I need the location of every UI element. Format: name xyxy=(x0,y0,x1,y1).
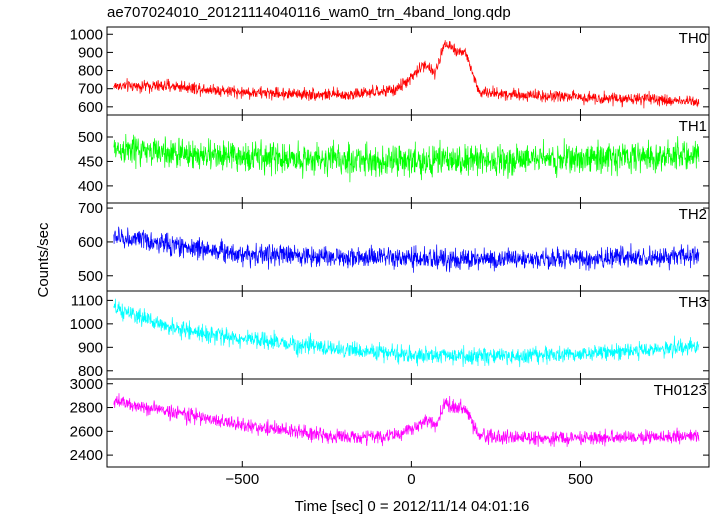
panel-frame xyxy=(106,26,710,116)
y-tick-label: 900 xyxy=(78,339,103,356)
x-tick-label: −500 xyxy=(225,471,259,488)
panel-th0123: 2400 2600 2800 3000 TH0123 xyxy=(70,376,710,468)
panel-label: TH0 xyxy=(679,30,707,47)
y-tick-label: 600 xyxy=(78,99,103,116)
x-axis-label: Time [sec] 0 = 2012/11/14 04:01:16 xyxy=(295,498,530,515)
y-tick-label: 2600 xyxy=(70,423,103,440)
y-tick-label: 700 xyxy=(78,81,103,98)
y-tick-label: 700 xyxy=(78,200,103,217)
y-tick-label: 1000 xyxy=(70,26,103,43)
y-tick-label: 1100 xyxy=(71,292,103,309)
x-axis: −500 0 500 xyxy=(225,471,593,488)
panel-th2: 500 600 700 TH2 xyxy=(78,200,710,292)
panel-label: TH1 xyxy=(679,118,707,135)
panel-th3: 800 900 1000 1100 TH3 xyxy=(70,290,710,380)
y-tick-label: 500 xyxy=(78,129,103,146)
y-tick-label: 450 xyxy=(78,153,103,170)
series-th2 xyxy=(113,226,700,273)
y-tick-label: 2400 xyxy=(70,447,103,464)
panel-label: TH3 xyxy=(679,294,707,311)
panel-frame xyxy=(106,378,710,468)
y-tick-label: 400 xyxy=(78,178,103,195)
panel-label: TH0123 xyxy=(654,382,707,399)
y-tick-label: 900 xyxy=(78,44,103,61)
series-th3 xyxy=(113,298,700,368)
chart-title: ae707024010_20121114040116_wam0_trn_4ban… xyxy=(107,4,511,21)
panel-label: TH2 xyxy=(679,206,707,223)
y-tick-label: 2800 xyxy=(70,400,103,417)
y-axis-label: Counts/sec xyxy=(35,222,52,298)
y-tick-label: 800 xyxy=(78,63,103,80)
y-tick-label: 600 xyxy=(78,234,103,251)
x-tick-label: 0 xyxy=(407,471,415,488)
x-tick-label: 500 xyxy=(568,471,593,488)
y-tick-label: 3000 xyxy=(70,376,103,393)
y-tick-label: 500 xyxy=(78,268,103,285)
series-th0123 xyxy=(113,393,700,447)
panel-th1: 400 450 500 TH1 xyxy=(78,114,710,204)
series-th0 xyxy=(113,40,700,109)
series-th1 xyxy=(113,133,700,183)
y-tick-label: 1000 xyxy=(70,316,103,333)
y-tick-label: 800 xyxy=(78,363,103,380)
